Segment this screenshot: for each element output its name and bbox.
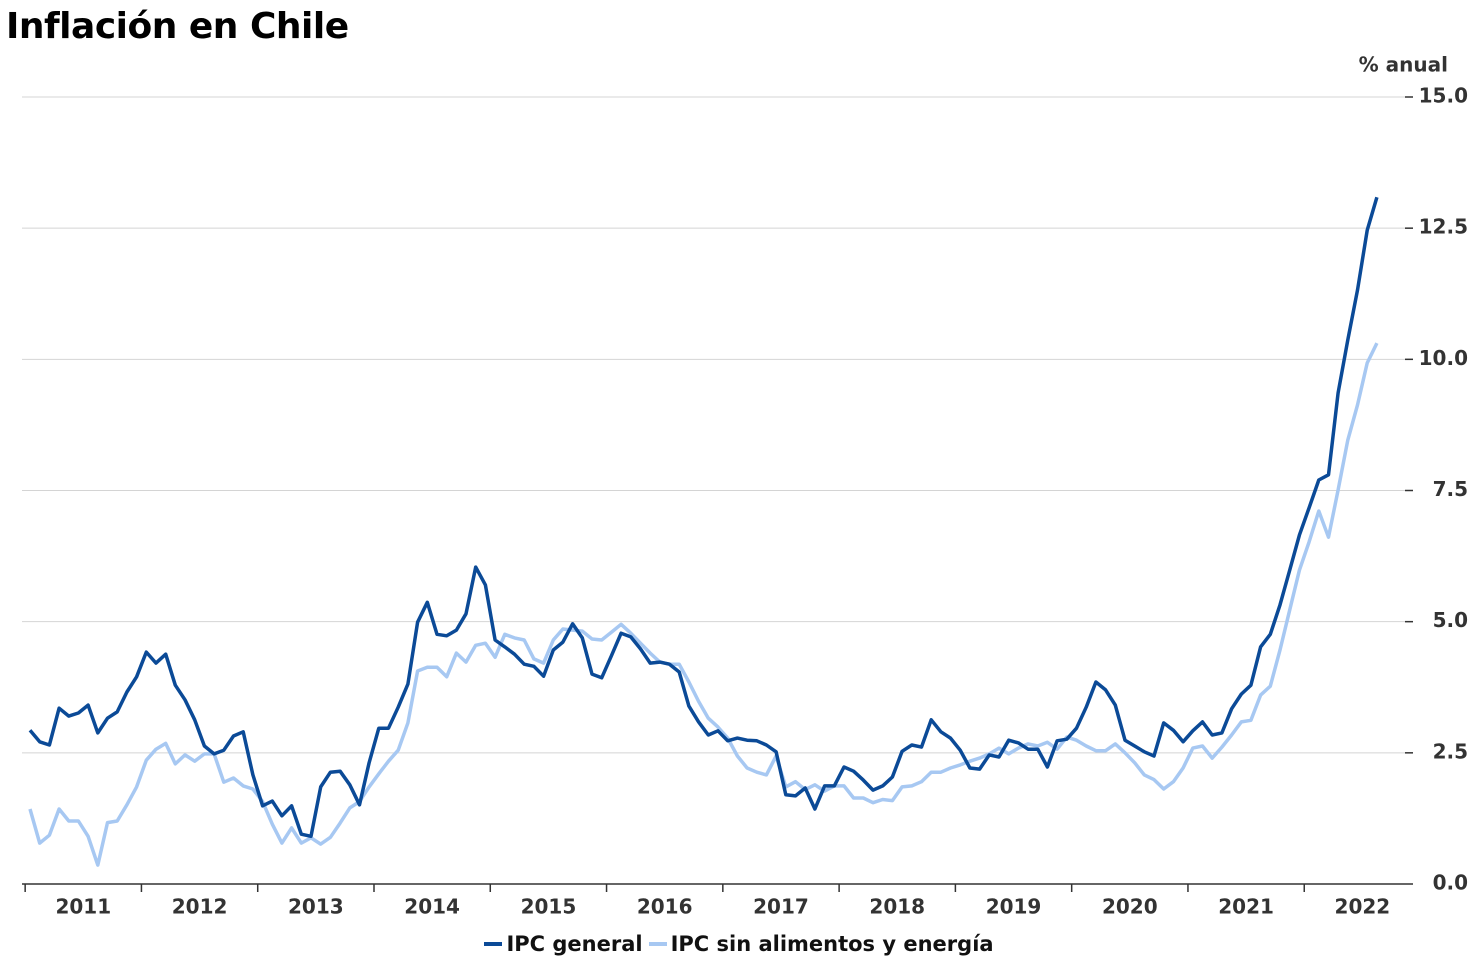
x-tick-label: 2014	[404, 895, 460, 919]
x-tick-label: 2011	[55, 895, 111, 919]
chart-title: Inflación en Chile	[6, 6, 349, 47]
x-tick-label: 2013	[288, 895, 344, 919]
x-tick-label: 2019	[986, 895, 1042, 919]
y-tick-label: 12.5	[1419, 215, 1468, 239]
y-tick-label: 10.0	[1419, 346, 1468, 370]
y-axis-label: % anual	[1359, 53, 1448, 77]
y-tick-label: 2.5	[1433, 739, 1468, 763]
x-tick-label: 2020	[1102, 895, 1158, 919]
chart: % anual 0.0 2.5 5.0 7.5 10.0 12.5 15.0 2011 2012…	[22, 53, 1468, 919]
legend-item: IPC general	[484, 932, 643, 956]
legend-swatch	[484, 942, 503, 946]
x-tick-label: 2016	[637, 895, 693, 919]
y-tick-label: 7.5	[1433, 477, 1468, 501]
x-tick-label: 2021	[1218, 895, 1274, 919]
y-tick-label: 5.0	[1433, 608, 1468, 632]
series-line	[28, 196, 1379, 839]
x-tick-label: 2017	[753, 895, 809, 919]
legend-swatch	[648, 942, 667, 946]
y-tick-label: 15.0	[1419, 84, 1468, 108]
legend: IPC general IPC sin alimentos y energía	[0, 932, 1478, 956]
series-line	[28, 342, 1379, 867]
y-tick-label: 0.0	[1433, 871, 1468, 895]
legend-label: IPC sin alimentos y energía	[670, 932, 994, 956]
x-tick-label: 2018	[869, 895, 925, 919]
x-tick-label: 2015	[521, 895, 577, 919]
legend-item: IPC sin alimentos y energía	[648, 932, 994, 956]
legend-label: IPC general	[506, 932, 643, 956]
x-tick-label: 2022	[1335, 895, 1391, 919]
x-tick-label: 2012	[172, 895, 228, 919]
